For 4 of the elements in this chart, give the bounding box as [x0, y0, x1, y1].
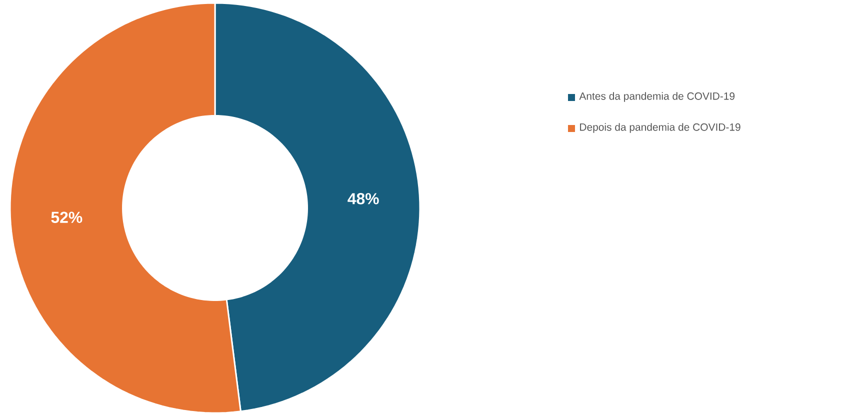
data-label: 48% [348, 193, 379, 204]
data-label: 52% [51, 212, 82, 223]
legend-label: Antes da pandemia de COVID-19 [579, 92, 735, 102]
legend-label: Depois da pandemia de COVID-19 [580, 123, 740, 133]
